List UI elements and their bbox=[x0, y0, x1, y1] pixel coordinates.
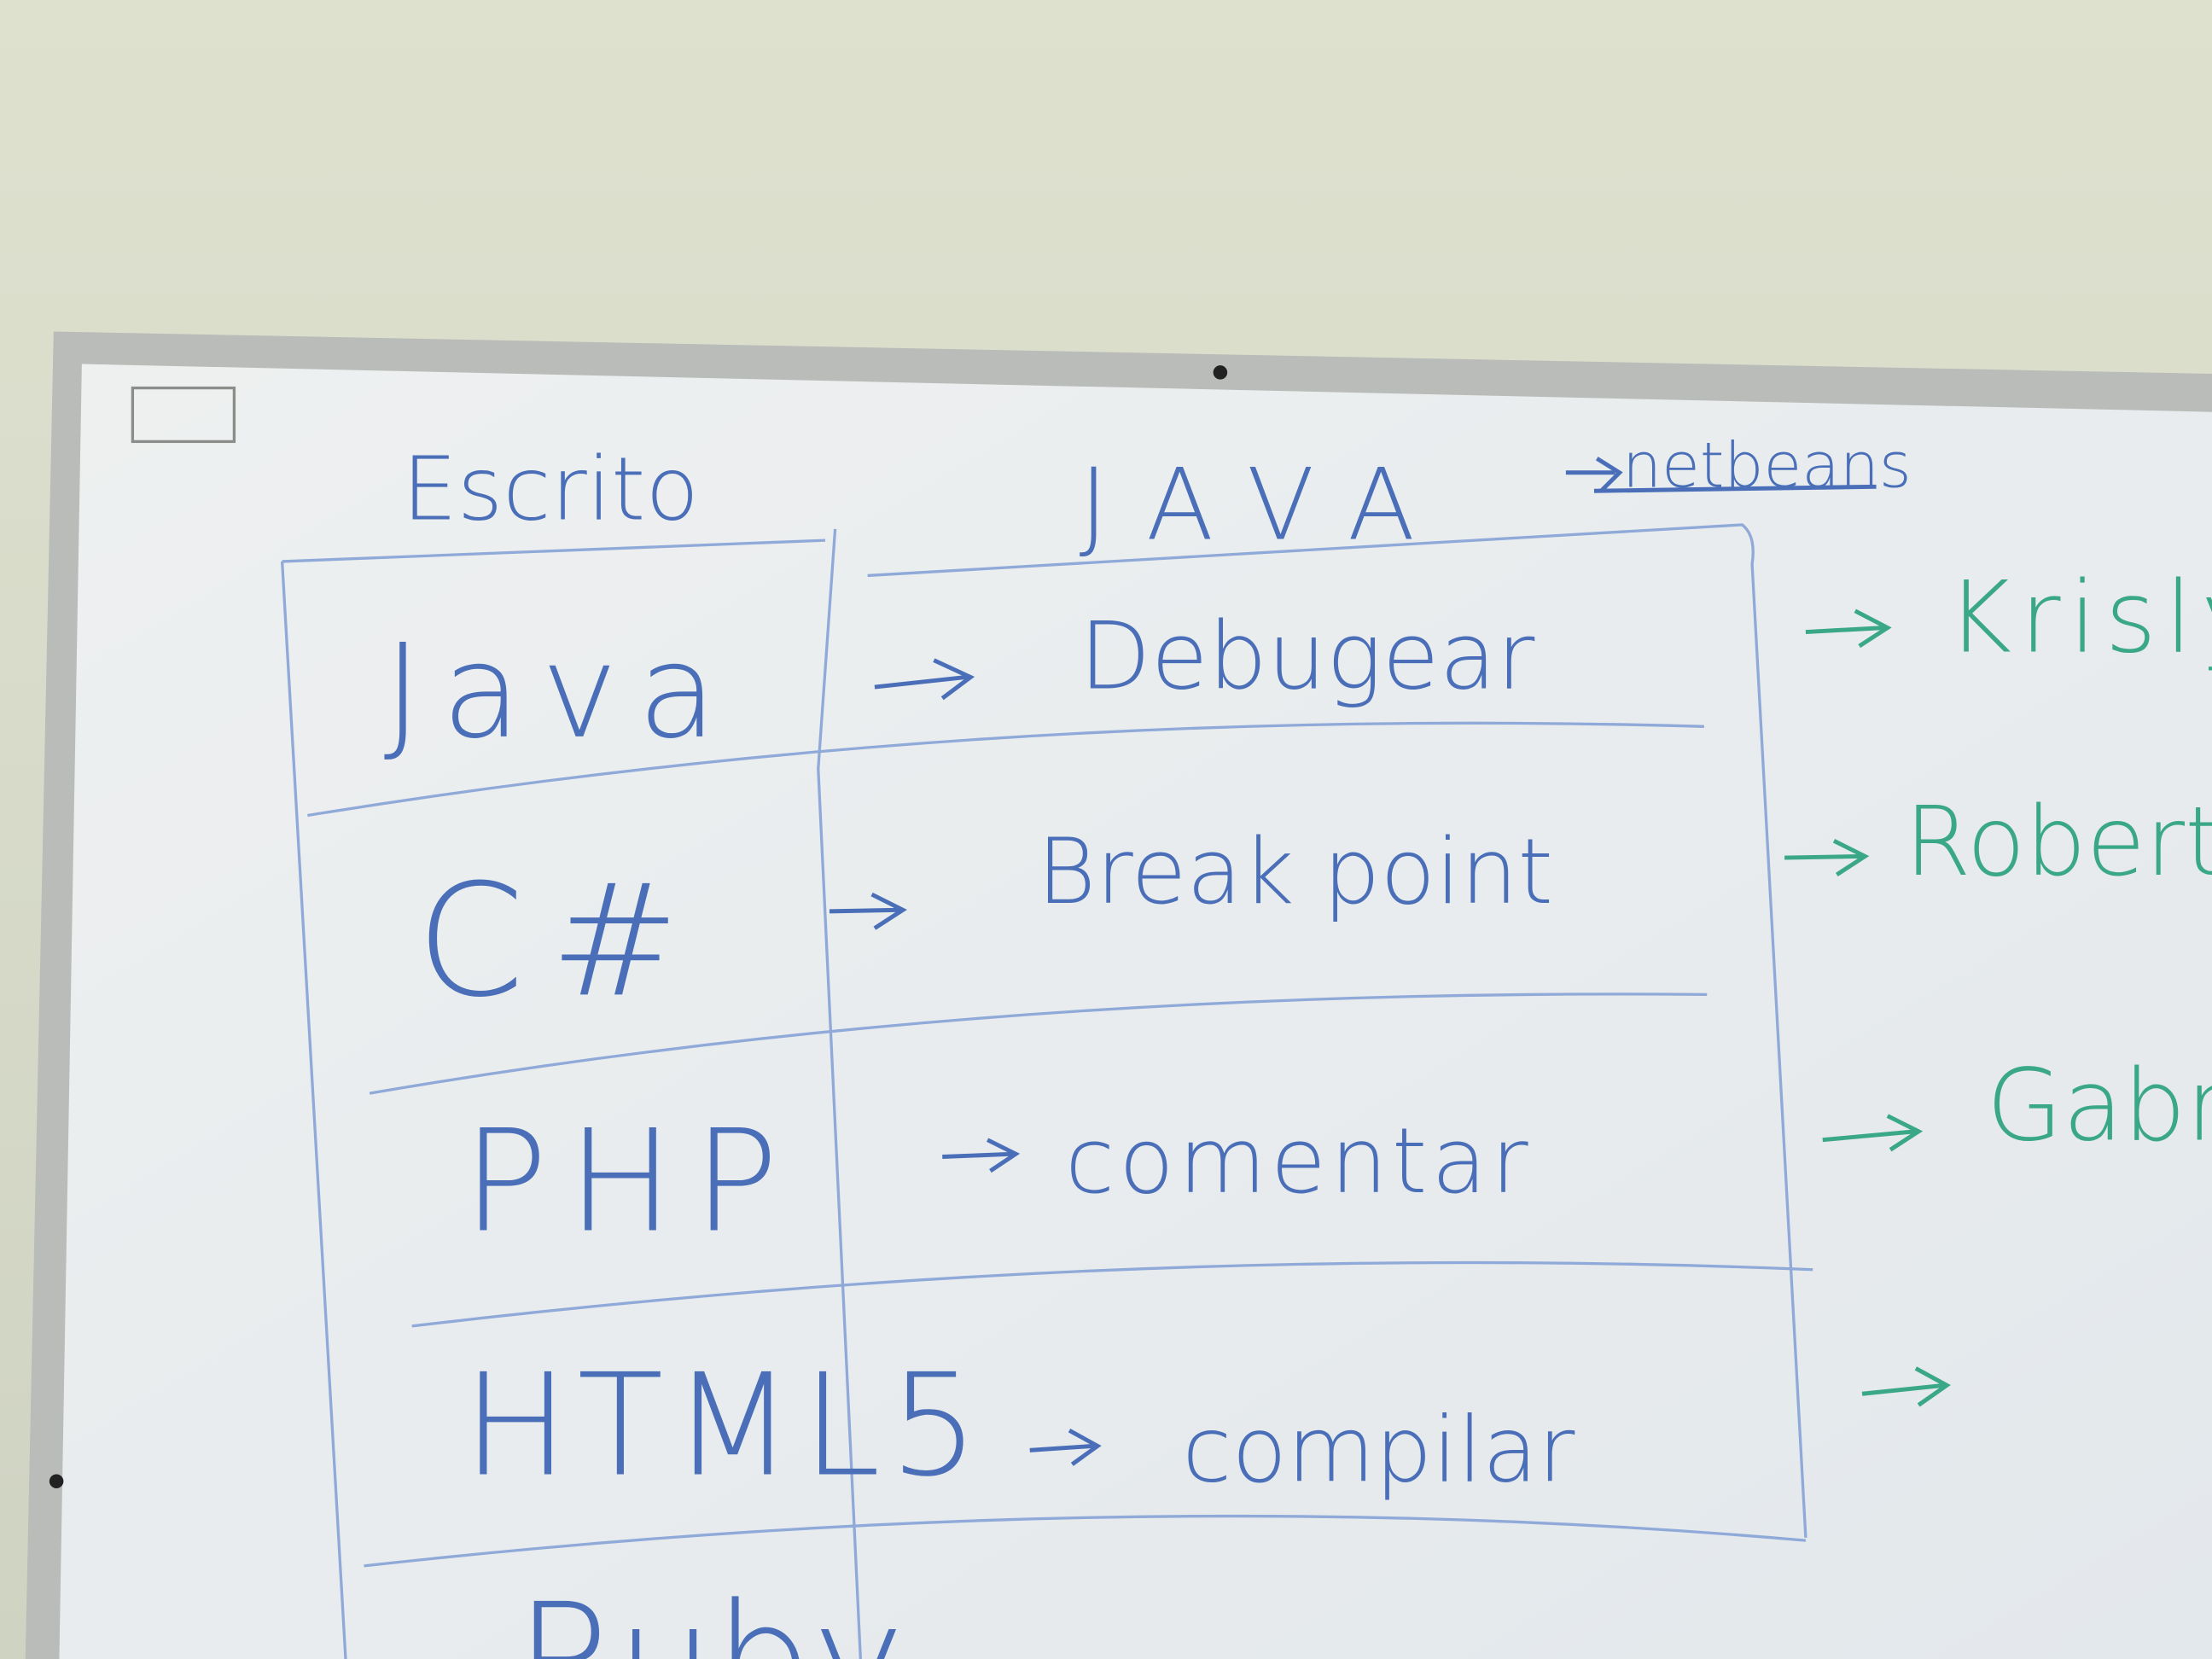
action: comentar bbox=[1065, 1109, 1533, 1214]
screw bbox=[1213, 365, 1228, 380]
action: Break point bbox=[1037, 819, 1553, 924]
table-lines bbox=[280, 484, 1877, 1659]
heading: JAVA bbox=[1080, 448, 1455, 562]
name: Gabri bbox=[1987, 1050, 2212, 1164]
language: Java bbox=[384, 616, 737, 767]
action: Debugear bbox=[1080, 602, 1535, 711]
language: Ruby bbox=[515, 1569, 904, 1659]
whiteboard bbox=[59, 364, 2212, 1659]
heading: Escrito bbox=[402, 439, 699, 540]
language: PHP bbox=[463, 1099, 798, 1263]
screw bbox=[49, 1474, 64, 1488]
label-sticker bbox=[131, 386, 236, 444]
language: C# bbox=[416, 850, 706, 1031]
heading: netbeans bbox=[1622, 429, 1912, 502]
name: Krisly bbox=[1947, 562, 2212, 676]
language: HTML5 bbox=[463, 1343, 987, 1507]
action: compilar bbox=[1182, 1398, 1575, 1503]
arrows bbox=[829, 457, 1951, 1466]
name: Robert bbox=[1905, 786, 2212, 898]
